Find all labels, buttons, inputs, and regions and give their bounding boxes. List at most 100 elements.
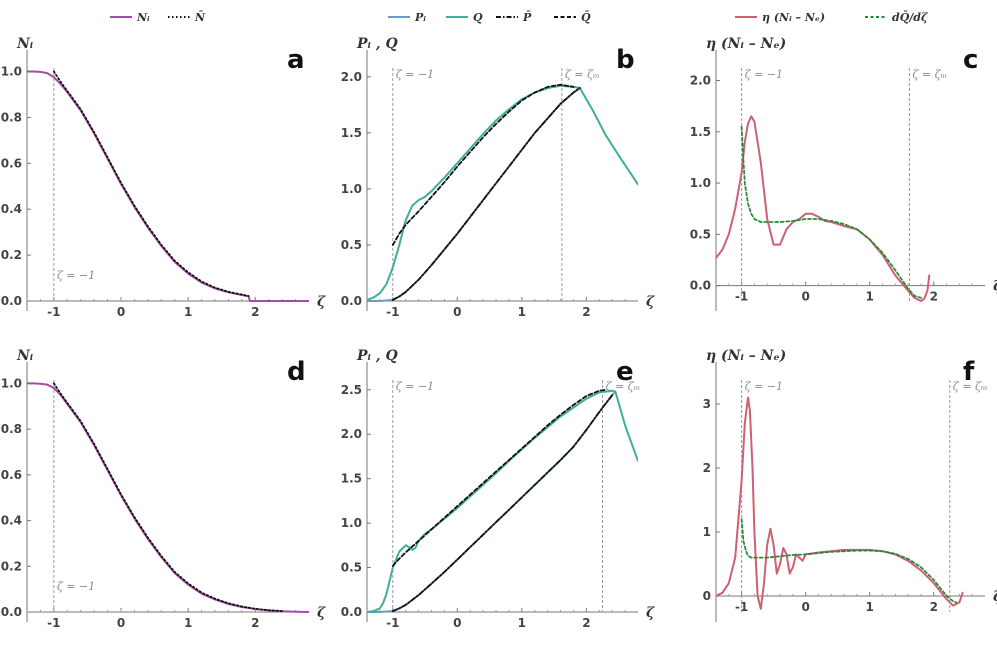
- legend-label: P̄: [522, 10, 532, 24]
- series-line-2: [740, 125, 922, 299]
- x-tick-label: -1: [386, 305, 399, 319]
- x-axis-label: ζ: [646, 294, 655, 310]
- y-axis-label: Nᵢ: [16, 348, 33, 364]
- x-tick-label: 2: [251, 305, 259, 319]
- y-tick-label: 1.0: [341, 182, 362, 196]
- y-tick-label: 1: [703, 525, 711, 539]
- y-tick-label: 2.0: [341, 70, 362, 84]
- x-axis-label: ζ: [317, 605, 326, 621]
- y-tick-label: 1.5: [690, 125, 711, 139]
- panel-letter: d: [287, 357, 306, 387]
- panel-letter: f: [963, 357, 975, 387]
- x-tick-label: 0: [453, 616, 461, 630]
- series-line-4: [391, 83, 575, 246]
- reference-line-label: ζ = ζₘ: [565, 68, 600, 81]
- x-tick-label: 1: [866, 290, 874, 304]
- reference-line-label: ζ = −1: [57, 580, 95, 593]
- panel-d: -1 0 1 2 0.0 0.2 0.4 0.6 0.8 1.0 Nᵢ ζ d ζ = −1: [1, 348, 326, 630]
- legend-label: Pᵢ: [414, 11, 426, 24]
- series-line-4: [391, 388, 607, 567]
- reference-line-label: ζ = −1: [396, 68, 434, 81]
- y-tick-label: 0.2: [1, 559, 22, 573]
- series-line-2: [367, 389, 638, 613]
- y-tick-label: 0.0: [690, 279, 711, 293]
- x-tick-label: 2: [251, 616, 259, 630]
- legend-label: Nᵢ: [136, 11, 150, 24]
- series-line-2: [53, 382, 284, 612]
- y-axis-label: Nᵢ: [16, 36, 33, 52]
- legend-label: N̄: [194, 10, 206, 24]
- x-tick-label: 0: [453, 305, 461, 319]
- y-axis-label: η (Nᵢ – Nₑ): [706, 36, 786, 52]
- x-axis-label: ζ: [993, 279, 997, 295]
- y-tick-label: 0.8: [1, 110, 22, 124]
- reference-line-label: ζ = −1: [745, 68, 783, 81]
- axes: -1 0 1 2 0.0 0.5 1.0 1.5 2.0: [690, 50, 985, 311]
- series-group: [367, 83, 638, 302]
- series-line-3: [391, 87, 581, 301]
- y-tick-label: 0.6: [1, 156, 22, 170]
- y-tick-label: 1.5: [341, 126, 362, 140]
- axes: -1 0 1 2 0.0 0.2 0.4 0.6 0.8 1.0: [1, 50, 309, 319]
- panel-letter: b: [616, 45, 635, 75]
- x-tick-label: -1: [47, 616, 60, 630]
- series-group: [716, 396, 964, 610]
- panel-a: -1 0 1 2 0.0 0.2 0.4 0.6 0.8 1.0 Nᵢ ζ a ζ = −1: [1, 36, 326, 319]
- axes: -1 0 1 2 0.0 0.5 1.0 1.5 2.0 2.5: [341, 362, 638, 630]
- x-tick-label: 1: [184, 616, 192, 630]
- y-tick-label: 0.0: [341, 294, 362, 308]
- x-tick-label: 2: [930, 600, 938, 614]
- y-axis-label: Pᵢ , Q: [356, 348, 398, 364]
- series-line-2: [740, 518, 958, 604]
- panel-b: -1 0 1 2 0.0 0.5 1.0 1.5 2.0 Pᵢ , Q ζ b ζ = −1 ζ = ζₘ: [341, 36, 655, 319]
- legend-1: Nᵢ N̄: [110, 10, 206, 24]
- y-tick-label: 2: [703, 461, 711, 475]
- y-tick-label: 0.8: [1, 422, 22, 436]
- x-axis-label: ζ: [993, 589, 997, 605]
- series-line-3: [391, 394, 614, 612]
- y-tick-label: 1.0: [341, 516, 362, 530]
- y-tick-label: 3: [703, 397, 711, 411]
- x-tick-label: 0: [117, 305, 125, 319]
- x-axis-label: ζ: [317, 294, 326, 310]
- y-tick-label: 1.0: [690, 176, 711, 190]
- x-tick-label: 1: [518, 305, 526, 319]
- series-line-1: [716, 396, 964, 610]
- reference-line-label: ζ = −1: [745, 380, 783, 393]
- series-group: [27, 70, 309, 302]
- y-axis-label: η (Nᵢ – Nₑ): [706, 348, 786, 364]
- y-tick-label: 2.5: [341, 383, 362, 397]
- x-axis-label: ζ: [646, 605, 655, 621]
- y-tick-label: 0.2: [1, 248, 22, 262]
- y-tick-label: 0.4: [1, 514, 22, 528]
- reference-line-label: ζ = −1: [57, 269, 95, 282]
- y-tick-label: 0.5: [341, 561, 362, 575]
- reference-line-label: ζ = ζₘ: [912, 68, 947, 81]
- panel-letter: e: [616, 357, 634, 387]
- axes: -1 0 1 2 0.0 0.2 0.4 0.6 0.8 1.0: [1, 362, 309, 630]
- series-line-1: [367, 390, 617, 613]
- x-tick-label: 1: [866, 600, 874, 614]
- y-tick-label: 1.5: [341, 472, 362, 486]
- legend-label: Q: [473, 11, 483, 24]
- legend-2: Pᵢ Q P̄ Q̄: [388, 10, 591, 24]
- y-tick-label: 0.0: [341, 605, 362, 619]
- y-tick-label: 0.5: [690, 227, 711, 241]
- series-group: [367, 388, 638, 613]
- legend-label: Q̄: [581, 10, 591, 24]
- x-tick-label: 1: [518, 616, 526, 630]
- series-line-2: [367, 84, 638, 301]
- series-line-1: [27, 382, 309, 613]
- y-tick-label: 0.4: [1, 202, 22, 216]
- y-tick-label: 0.5: [341, 238, 362, 252]
- series-line-2: [53, 70, 250, 297]
- x-tick-label: 2: [930, 290, 938, 304]
- y-tick-label: 0: [703, 589, 711, 603]
- x-tick-label: 1: [184, 305, 192, 319]
- y-tick-label: 0.6: [1, 468, 22, 482]
- y-tick-label: 0.0: [1, 294, 22, 308]
- y-axis-label: Pᵢ , Q: [356, 36, 398, 52]
- legend-label: η (Nᵢ – Nₑ): [762, 11, 825, 24]
